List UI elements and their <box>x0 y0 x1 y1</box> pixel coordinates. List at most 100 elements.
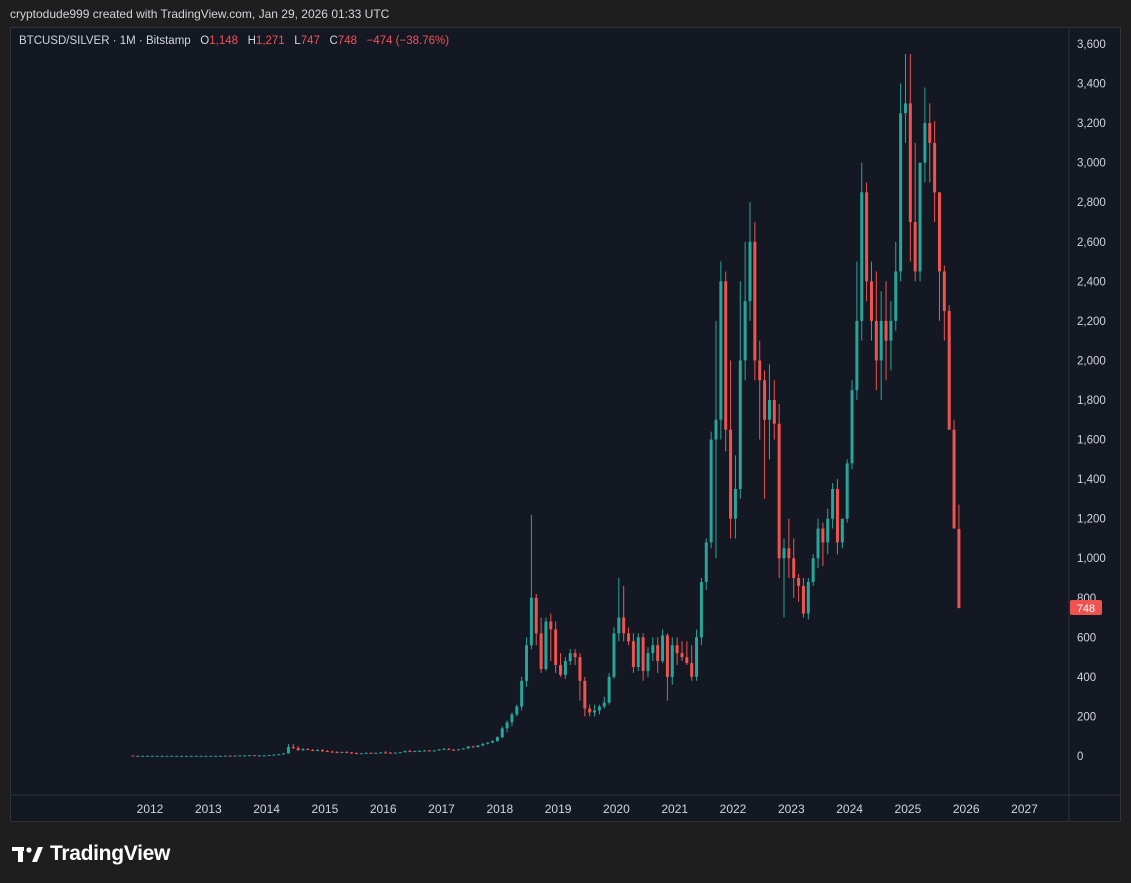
x-tick-label: 2027 <box>1011 802 1038 816</box>
candle <box>529 514 533 650</box>
candle-body <box>520 680 524 707</box>
candle-body <box>865 192 869 282</box>
candle-body <box>248 755 252 757</box>
candle <box>845 459 849 523</box>
candle <box>544 617 548 671</box>
candle <box>850 380 854 470</box>
candle-body <box>874 320 878 361</box>
candle <box>699 578 703 646</box>
open-label: O <box>200 35 210 47</box>
candle <box>826 508 830 555</box>
candle-body <box>763 380 767 420</box>
candle-body <box>942 271 946 311</box>
candle-body <box>452 749 456 751</box>
y-tick-label: 2,800 <box>1077 197 1106 209</box>
candle <box>150 755 154 757</box>
candle-body <box>855 320 859 391</box>
candle-body <box>821 528 825 543</box>
candle <box>257 755 261 757</box>
candle <box>359 753 363 755</box>
candle <box>330 750 334 753</box>
candle-body <box>136 755 140 757</box>
candle-body <box>155 755 159 757</box>
candle <box>471 745 475 748</box>
symbol-label[interactable]: BTCUSD/SILVER · 1M · Bitstamp <box>19 35 191 47</box>
candle <box>136 755 140 757</box>
x-tick-label: 2026 <box>953 802 980 816</box>
candle-body <box>233 755 237 757</box>
candle <box>486 742 490 745</box>
candle <box>869 261 873 341</box>
candle <box>311 749 315 752</box>
price-axis[interactable]: 02004006008001,0001,2001,4001,6001,8002,… <box>1077 39 1106 763</box>
candle-body <box>826 518 830 543</box>
candle <box>617 578 621 642</box>
candle-body <box>442 748 446 750</box>
candle <box>753 222 757 381</box>
candle-body <box>767 400 771 420</box>
candle-body <box>816 528 820 559</box>
candle-body <box>495 737 499 742</box>
candle <box>763 370 767 499</box>
candle-body <box>384 752 388 754</box>
candle-body <box>636 637 640 667</box>
candle <box>554 621 558 673</box>
candle <box>218 755 222 757</box>
candle-body <box>486 742 490 744</box>
candle <box>636 633 640 671</box>
candle-body <box>175 755 179 757</box>
candle <box>918 162 922 282</box>
candle-body <box>908 103 912 222</box>
candle-body <box>364 752 368 754</box>
y-tick-label: 200 <box>1077 711 1096 723</box>
candle <box>568 649 572 666</box>
candle <box>695 629 699 681</box>
candle <box>884 281 888 381</box>
candle <box>913 142 917 282</box>
candle <box>879 291 883 400</box>
candle <box>437 749 441 751</box>
candle <box>199 755 203 757</box>
candle <box>539 617 543 673</box>
candle <box>806 578 810 620</box>
candle <box>923 87 927 183</box>
candle-body <box>340 752 344 754</box>
candle <box>515 704 519 717</box>
candle-body <box>607 676 611 703</box>
candle-body <box>602 702 606 707</box>
candle-body <box>238 755 242 757</box>
candle-body <box>359 753 363 755</box>
candle-body <box>869 281 873 321</box>
tradingview-logo[interactable]: TradingView <box>12 842 170 866</box>
candle-body <box>272 754 276 756</box>
candle <box>607 672 611 705</box>
candle <box>165 755 169 757</box>
candle <box>252 755 256 757</box>
candle <box>743 241 747 381</box>
x-tick-label: 2015 <box>312 802 339 816</box>
candle-body <box>160 755 164 757</box>
candle <box>345 751 349 754</box>
candle <box>422 750 426 752</box>
candle <box>665 633 669 701</box>
candle <box>675 637 679 666</box>
candle-body <box>675 645 679 654</box>
candle <box>685 641 689 666</box>
x-tick-label: 2018 <box>486 802 513 816</box>
candle-body <box>709 439 713 543</box>
candle-body <box>218 755 222 757</box>
time-axis[interactable]: 2012 2013 2014 2015 2016 2017 2018 2019 2020 2021… <box>137 802 1039 816</box>
candle-body <box>252 755 256 757</box>
candle <box>364 752 368 754</box>
x-tick-label: 2016 <box>370 802 397 816</box>
candle <box>641 633 645 681</box>
candle-body <box>729 429 733 519</box>
candle <box>384 751 388 754</box>
candle-body <box>578 657 582 681</box>
candle <box>933 121 937 222</box>
candle-body <box>165 755 169 757</box>
x-tick-label: 2021 <box>661 802 688 816</box>
candle-body <box>150 755 154 757</box>
candle-body <box>738 360 742 489</box>
